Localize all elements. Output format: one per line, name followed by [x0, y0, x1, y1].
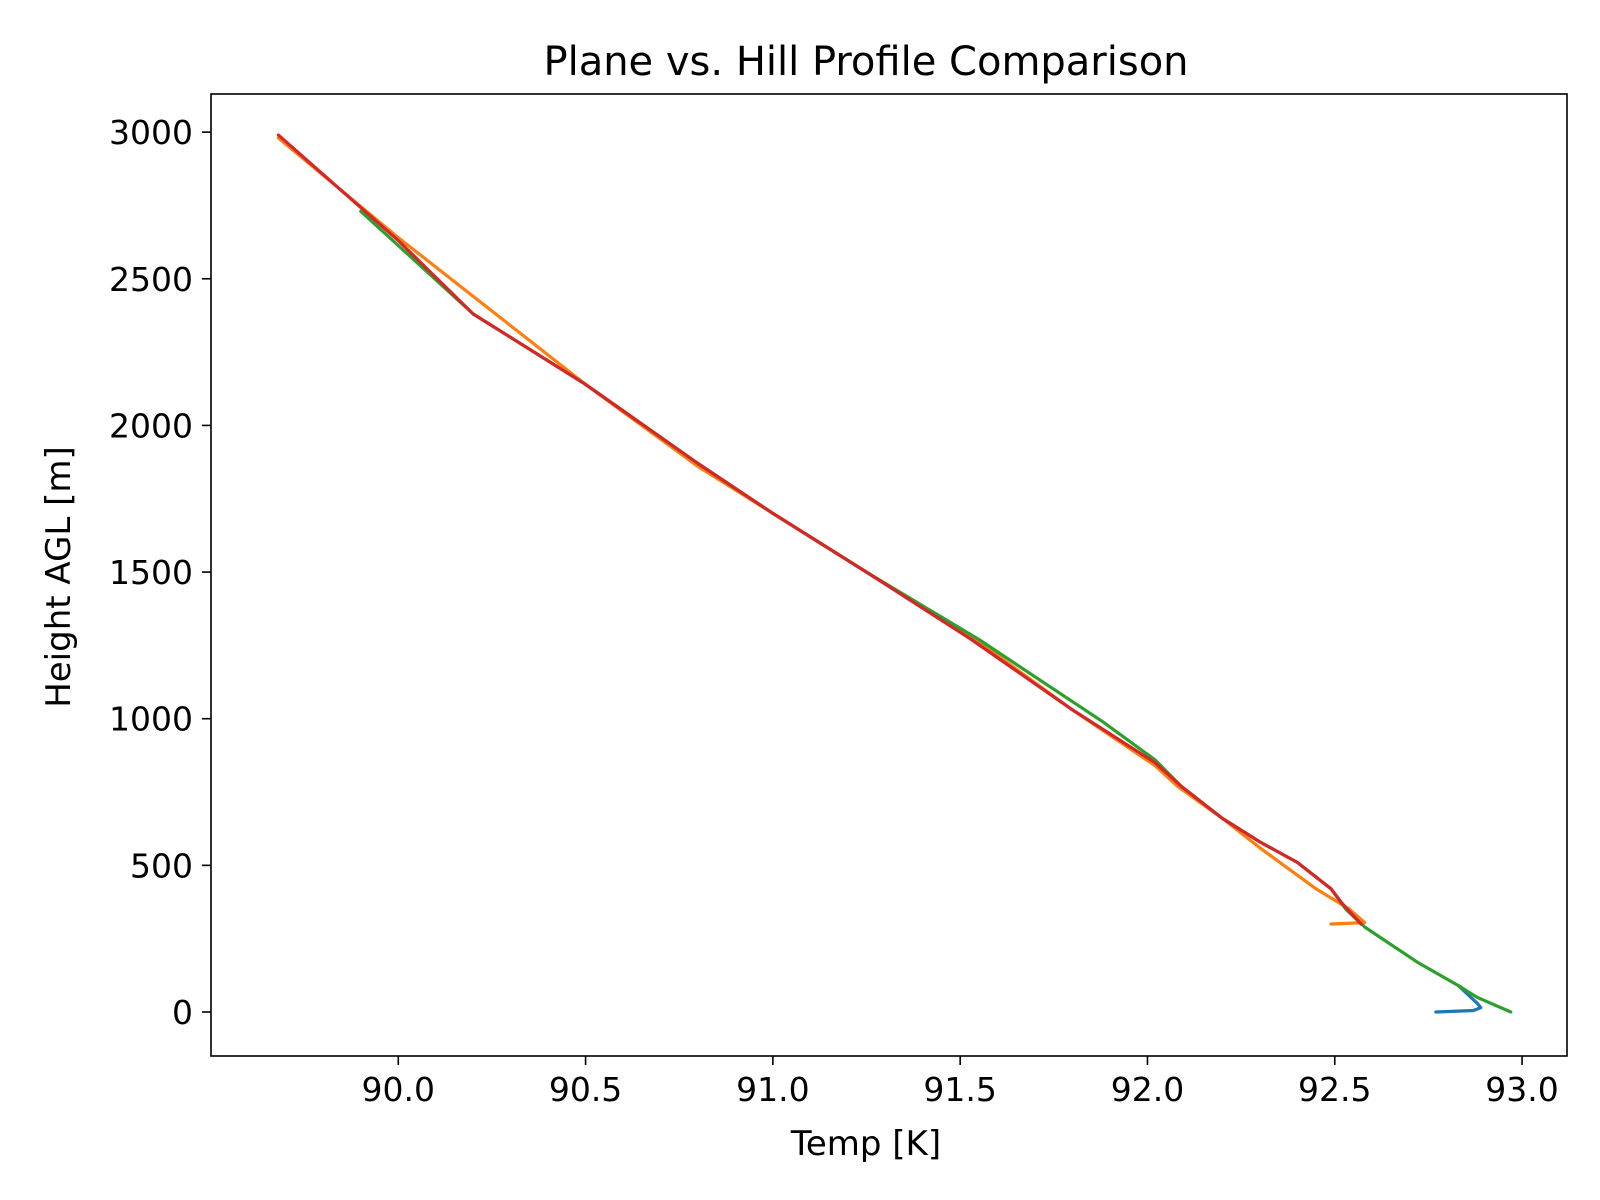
chart-title: Plane vs. Hill Profile Comparison [543, 39, 1188, 85]
y-tick-label: 1500 [109, 553, 193, 592]
plot-frame [210, 93, 1568, 1057]
x-tick-label: 91.0 [736, 1070, 809, 1109]
x-tick-label: 90.0 [362, 1070, 435, 1109]
x-tick-label: 92.0 [1111, 1070, 1184, 1109]
y-axis-title: Height AGL [m] [39, 446, 79, 708]
x-tick-label: 93.0 [1485, 1070, 1558, 1109]
y-axis: 0 500 1000 1500 2000 2500 3000 [109, 113, 211, 1032]
y-tick-label: 2000 [109, 406, 193, 445]
series-line-red [276, 133, 1363, 926]
x-axis-title: Temp [K] [790, 1124, 941, 1164]
y-tick-label: 1000 [109, 700, 193, 739]
x-tick-label: 90.5 [549, 1070, 622, 1109]
y-tick-label: 2500 [109, 260, 193, 299]
y-tick-label: 0 [172, 993, 193, 1032]
x-axis: 90.0 90.5 91.0 91.5 92.0 92.5 93.0 [362, 1056, 1559, 1109]
y-tick-label: 500 [130, 846, 193, 885]
series-line-blue [1434, 983, 1483, 1014]
x-tick-label: 91.5 [923, 1070, 996, 1109]
series-group [276, 133, 1513, 1014]
y-tick-label: 3000 [109, 113, 193, 152]
x-tick-label: 92.5 [1298, 1070, 1371, 1109]
